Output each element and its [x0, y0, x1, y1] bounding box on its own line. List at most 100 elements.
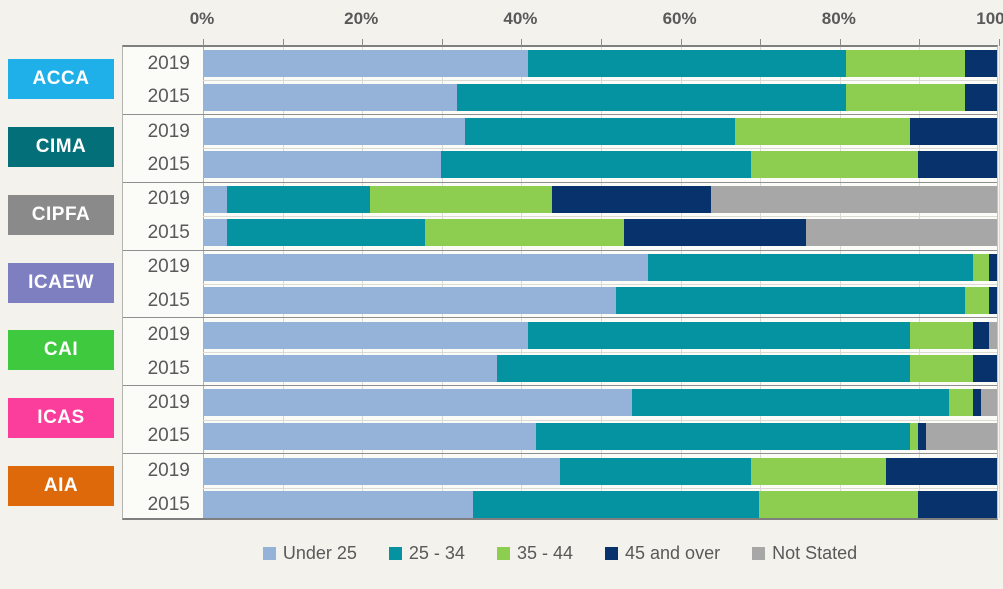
gridline: [680, 47, 682, 518]
bar-segment-not-stated: [806, 219, 997, 247]
axis-tick-mark: [680, 39, 682, 46]
stacked-bar: [202, 457, 997, 485]
bar-row-acca-2015: 2015: [123, 80, 997, 113]
bar-segment-35-44: [734, 118, 910, 146]
legend-item-45-and-over: 45 and over: [605, 543, 720, 564]
row-separator-line: [203, 419, 997, 421]
legend-swatch-under-25: [262, 547, 276, 560]
bar-segment-not-stated: [981, 389, 997, 417]
bar-segment-under-25: [202, 422, 537, 450]
year-label: 2015: [147, 221, 190, 243]
year-label: 2019: [147, 460, 190, 482]
row-separator-line: [203, 487, 997, 489]
row-separator-line: [203, 283, 997, 285]
row-separator-line: [203, 216, 997, 218]
bar-segment-under-25: [202, 50, 529, 78]
stacked-bar: [202, 151, 997, 179]
bar-segment-under-25: [202, 151, 442, 179]
year-label: 2019: [147, 391, 190, 413]
legend-label: 45 and over: [625, 543, 721, 563]
bar-row-icas-2015: 2015: [123, 420, 997, 453]
bar-segment-35-44: [369, 185, 553, 213]
body-badge-cima: CIMA: [8, 126, 114, 167]
year-label: 2015: [147, 357, 190, 379]
axis-tick-mark: [999, 39, 1000, 46]
bar-segment-45-and-over: [989, 287, 997, 315]
bar-segment-35-44: [909, 422, 918, 450]
year-label: 2019: [147, 188, 190, 210]
legend-swatch-not-stated: [752, 547, 766, 560]
bar-segment-25-34: [560, 457, 751, 485]
axis-tick-mark: [919, 39, 921, 46]
legend: Under 25 25 - 34 35 - 44 45 and over Not Sta…: [122, 543, 998, 564]
year-label: 2019: [147, 52, 190, 74]
bar-segment-under-25: [202, 185, 227, 213]
axis-tick-label: 60%: [662, 9, 697, 28]
year-label: 2015: [147, 425, 190, 447]
chart-frame: 2019 2015 2019 2015 2019 2015 2019 2015 2019 2015…: [122, 39, 1000, 522]
bar-row-cipfa-2019: 2019: [123, 183, 997, 216]
bar-row-cima-2015: 2015: [123, 148, 997, 181]
bar-segment-25-34: [615, 287, 966, 315]
bar-segment-25-34: [472, 491, 759, 519]
bar-segment-under-25: [202, 321, 529, 349]
body-group-aia: 2019 2015: [123, 454, 997, 522]
bar-row-cima-2019: 2019: [123, 115, 997, 148]
stacked-bar: [202, 422, 997, 450]
legend-swatch-35-44: [496, 547, 510, 560]
axis-tick-label: 100%: [976, 9, 1003, 28]
body-group-icaew: 2019 2015: [123, 251, 997, 319]
year-label: 2019: [147, 120, 190, 142]
bar-segment-25-34: [631, 389, 950, 417]
body-badge-acca: ACCA: [8, 58, 114, 99]
body-group-cipfa: 2019 2015: [123, 183, 997, 251]
bar-segment-under-25: [202, 389, 632, 417]
axis-tick-mark: [601, 39, 602, 46]
bar-row-icaew-2019: 2019: [123, 251, 997, 284]
bar-segment-35-44: [846, 50, 966, 78]
body-group-acca: 2019 2015: [123, 47, 997, 115]
gridline: [601, 47, 602, 518]
bar-row-cai-2015: 2015: [123, 352, 997, 385]
gridline: [282, 47, 284, 518]
bar-row-cai-2019: 2019: [123, 318, 997, 351]
axis-tick-mark: [521, 39, 523, 46]
bar-segment-35-44: [909, 355, 974, 382]
bar-segment-25-34: [441, 151, 751, 179]
legend-swatch-25-34: [388, 547, 402, 560]
gridline: [441, 47, 443, 518]
bar-segment-under-25: [202, 219, 227, 247]
bar-segment-35-44: [425, 219, 624, 247]
legend-label: 35 - 44: [516, 543, 573, 563]
stacked-bar: [202, 118, 997, 146]
body-badge-icaew: ICAEW: [8, 262, 114, 303]
axis-tick-label: 0%: [189, 9, 215, 28]
bar-segment-45-and-over: [917, 491, 997, 519]
gridline: [839, 47, 841, 518]
bar-segment-35-44: [750, 151, 918, 179]
bar-segment-25-34: [464, 118, 735, 146]
gridline: [521, 47, 523, 518]
bar-segment-25-34: [456, 83, 847, 111]
bar-segment-under-25: [202, 253, 648, 281]
bar-segment-under-25: [202, 118, 465, 146]
bar-segment-45-and-over: [973, 321, 990, 349]
year-label: 2015: [147, 493, 190, 515]
gridline: [203, 47, 204, 518]
body-badge-cipfa: CIPFA: [8, 194, 114, 235]
bar-segment-under-25: [202, 287, 616, 315]
bar-segment-35-44: [750, 457, 886, 485]
body-badge-icas: ICAS: [8, 398, 114, 439]
bar-segment-under-25: [202, 83, 457, 111]
bar-segment-25-34: [226, 219, 426, 247]
bar-segment-45-and-over: [973, 355, 997, 382]
axis-tick-mark: [760, 39, 762, 46]
bar-row-aia-2015: 2015: [123, 488, 997, 522]
legend-label: Not Stated: [772, 543, 858, 563]
bar-segment-25-34: [647, 253, 974, 281]
year-label: 2015: [147, 289, 190, 311]
bar-segment-45-and-over: [973, 389, 982, 417]
legend-item-25-34: 25 - 34: [388, 543, 465, 564]
legend-swatch-45-and-over: [605, 547, 618, 560]
year-label: 2015: [147, 86, 190, 108]
